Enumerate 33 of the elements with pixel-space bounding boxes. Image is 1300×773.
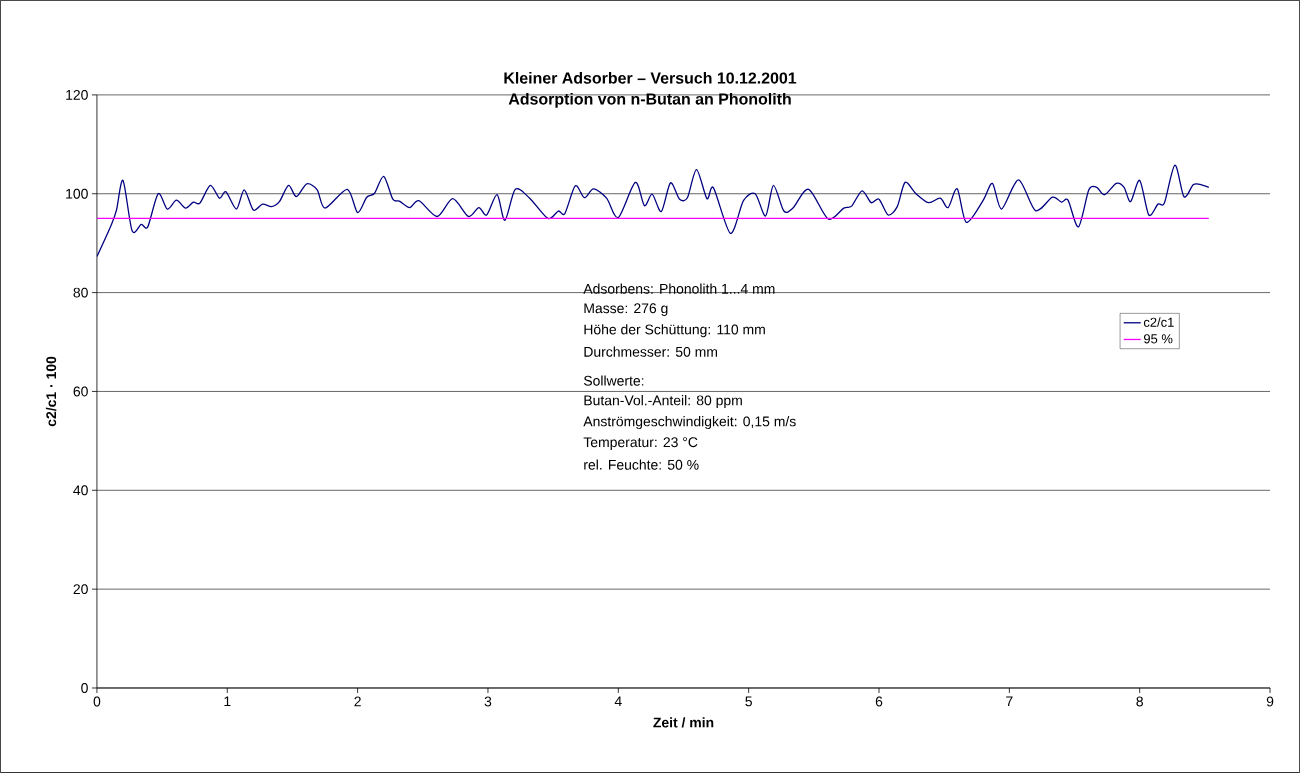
x-axis-title: Zeit / min bbox=[653, 717, 714, 728]
chart-title: Kleiner Adsorber – Versuch 10.12.2001 bbox=[504, 72, 797, 84]
y-tick-label: 60 bbox=[73, 386, 88, 397]
annotation: Höhe der Schüttung: 110 mm bbox=[584, 324, 765, 338]
x-tick-label: 0 bbox=[93, 696, 101, 707]
y-tick-label: 0 bbox=[81, 683, 88, 693]
annotation: rel. Feuchte: 50 % bbox=[584, 459, 699, 470]
annotation: Adsorbens: Phonolith 1...4 mm bbox=[583, 283, 775, 294]
y-axis-title: c2/c1 · 100 bbox=[45, 356, 57, 427]
y-tick-label: 100 bbox=[66, 188, 88, 199]
annotation: Masse: 276 g bbox=[584, 303, 668, 317]
x-tick-label: 2 bbox=[354, 696, 361, 707]
x-tick-label: 9 bbox=[1266, 696, 1274, 707]
annotation: Butan-Vol.-Anteil: 80 ppm bbox=[584, 395, 742, 409]
line-series bbox=[96, 164, 1210, 258]
x-tick-label: 4 bbox=[614, 696, 622, 707]
annotation: Sollwerte: bbox=[583, 375, 644, 386]
y-tick-label: 120 bbox=[66, 90, 88, 100]
x-tick-label: 5 bbox=[745, 696, 752, 707]
legend-label: 95 % bbox=[1143, 334, 1173, 344]
x-tick-label: 6 bbox=[875, 696, 883, 707]
x-tick-label: 8 bbox=[1136, 696, 1143, 707]
y-tick-label: 20 bbox=[73, 584, 88, 595]
annotation: Temperatur: 23 °C bbox=[583, 437, 698, 450]
y-tick-label: 80 bbox=[73, 287, 88, 298]
y-tick-label: 40 bbox=[73, 485, 88, 496]
legend-label: c2/c1 bbox=[1143, 317, 1174, 327]
annotation: Durchmesser: 50 mm bbox=[584, 346, 717, 357]
x-tick-label: 1 bbox=[224, 696, 231, 707]
annotation: Anströmgeschwindigkeit: 0,15 m/s bbox=[583, 416, 796, 430]
x-tick-label: 7 bbox=[1006, 696, 1013, 707]
x-tick-label: 3 bbox=[484, 696, 492, 707]
chart-subtitle: Adsorption von n-Butan an Phonolith bbox=[508, 92, 791, 108]
